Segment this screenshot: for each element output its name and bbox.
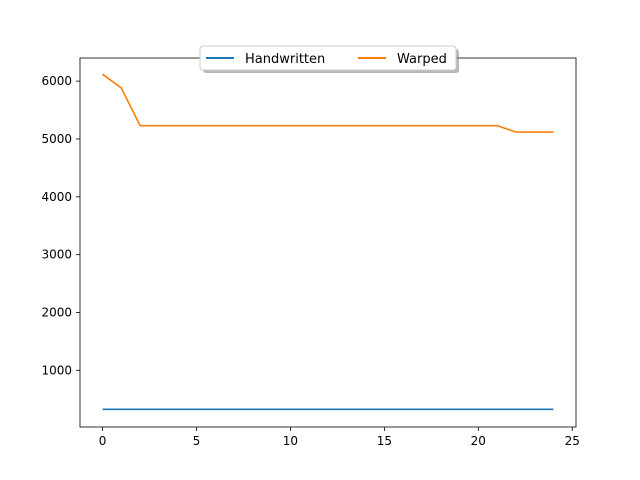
x-tick-label: 20 bbox=[471, 434, 486, 448]
y-tick-label: 4000 bbox=[41, 190, 72, 204]
x-axis: 0 5 10 15 20 25 bbox=[99, 427, 580, 448]
legend-label-handwritten: Handwritten bbox=[245, 52, 325, 67]
plot-area bbox=[80, 58, 576, 427]
series-layer bbox=[102, 73, 554, 411]
y-tick-label: 6000 bbox=[41, 74, 72, 88]
x-tick-label: 15 bbox=[377, 434, 392, 448]
x-tick-label: 25 bbox=[565, 434, 580, 448]
x-tick-label: 0 bbox=[99, 434, 107, 448]
y-tick-label: 3000 bbox=[41, 248, 72, 262]
y-tick-label: 2000 bbox=[41, 305, 72, 319]
y-tick-label: 5000 bbox=[41, 132, 72, 146]
legend: Handwritten Warped bbox=[199, 45, 459, 73]
legend-box bbox=[199, 45, 457, 71]
series-line-warped bbox=[102, 73, 554, 133]
legend-label-warped: Warped bbox=[397, 52, 447, 67]
y-tick-label: 1000 bbox=[41, 363, 72, 377]
x-tick-label: 5 bbox=[193, 434, 201, 448]
x-tick-label: 10 bbox=[283, 434, 298, 448]
y-axis: 1000 2000 3000 4000 5000 6000 bbox=[41, 74, 80, 377]
